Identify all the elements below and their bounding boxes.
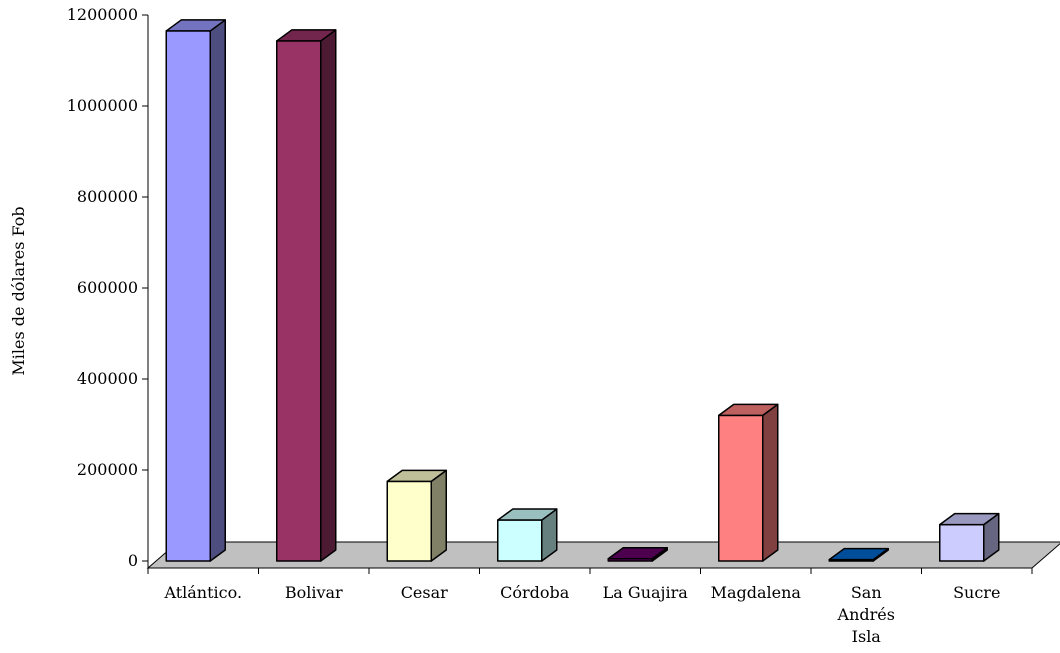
bar-front	[718, 414, 764, 562]
bar-top	[828, 547, 889, 561]
bar-front	[386, 480, 432, 562]
bar-side	[209, 19, 226, 562]
x-category-label: Cesar	[401, 583, 448, 602]
y-tick-label: 200000	[77, 460, 138, 479]
bar-front	[497, 519, 543, 562]
bar	[276, 29, 337, 562]
x-category-label: Córdoba	[500, 583, 570, 602]
bar-top	[386, 469, 447, 483]
x-category-label: San Andrés Isla	[837, 583, 895, 646]
y-axis-title: Miles de dólares Fob	[9, 206, 28, 375]
y-tick-label: 0	[128, 551, 138, 570]
x-category-label: Bolivar	[285, 583, 343, 602]
bar	[497, 508, 558, 562]
bar-top	[276, 29, 337, 42]
bar-top	[165, 19, 226, 32]
bar	[386, 469, 447, 562]
y-tick-label: 600000	[77, 278, 138, 297]
x-category-label: Magdalena	[711, 583, 802, 602]
bar-front	[165, 30, 211, 562]
y-axis-ticks: 0 200000 400000 600000 800000 1000000 1200000	[67, 5, 148, 570]
bar	[718, 403, 779, 562]
bar-front	[276, 40, 322, 562]
x-category-label: Sucre	[953, 583, 1000, 602]
bar-top	[718, 403, 779, 417]
y-tick-label: 800000	[77, 187, 138, 206]
category-labels: Atlántico. Bolivar Cesar Córdoba La Guajira M…	[163, 583, 1000, 646]
bar	[828, 547, 889, 562]
y-tick-label: 400000	[77, 369, 138, 388]
x-category-label: Atlántico.	[163, 583, 242, 602]
bar	[165, 19, 226, 562]
x-axis-ticks	[147, 568, 1033, 574]
bar-top	[497, 508, 558, 521]
bar	[939, 512, 1000, 562]
bar-front	[939, 523, 985, 562]
bar	[607, 546, 668, 562]
bar-side	[762, 403, 779, 562]
bar-top	[939, 512, 1000, 526]
bars	[165, 19, 1000, 562]
bar-side	[320, 29, 337, 562]
y-tick-label: 1200000	[67, 5, 138, 24]
y-tick-label: 1000000	[67, 96, 138, 115]
x-category-label: La Guajira	[603, 583, 689, 602]
bar-side	[430, 469, 447, 562]
bar-top	[607, 546, 668, 560]
